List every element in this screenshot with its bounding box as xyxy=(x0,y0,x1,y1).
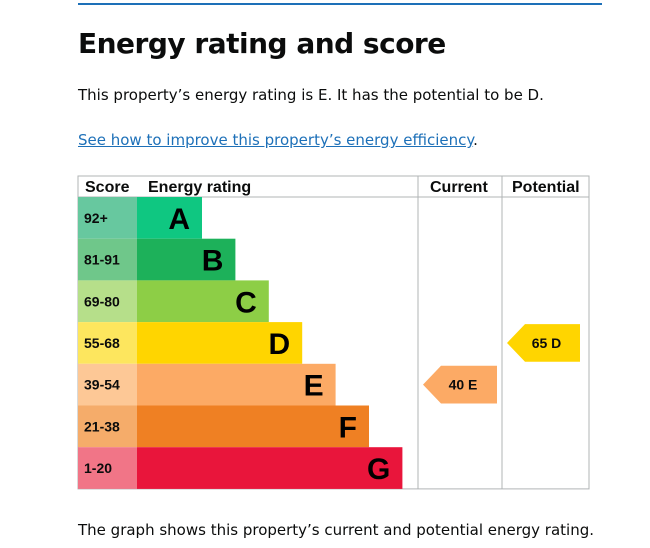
header-energy-rating: Energy rating xyxy=(148,179,251,196)
band-bar-g xyxy=(137,447,403,489)
score-label-d: 55-68 xyxy=(84,335,120,351)
score-cell-a xyxy=(78,197,137,239)
chart-caption: The graph shows this property’s current … xyxy=(78,521,594,539)
link-suffix: . xyxy=(473,131,478,149)
score-cell-e xyxy=(78,363,137,406)
page-title: Energy rating and score xyxy=(78,27,446,60)
band-bar-c xyxy=(137,280,269,323)
score-label-c: 69-80 xyxy=(84,293,120,309)
improve-paragraph: See how to improve this property’s energ… xyxy=(78,131,478,149)
score-cell-d xyxy=(78,322,137,364)
band-letter-b: B xyxy=(202,245,224,278)
band-bar-a xyxy=(137,197,202,239)
potential-rating-arrow xyxy=(507,324,580,362)
band-bar-f xyxy=(137,405,369,448)
band-letter-f: F xyxy=(339,411,357,444)
header-potential: Potential xyxy=(512,179,580,196)
score-cell-g xyxy=(78,447,137,489)
score-label-b: 81-91 xyxy=(84,252,120,268)
band-letter-c: C xyxy=(235,286,257,319)
band-bar-d xyxy=(137,322,303,364)
current-rating-arrow-label: 40 E xyxy=(449,377,478,393)
band-bar-e xyxy=(137,363,336,406)
potential-rating-arrow-label: 65 D xyxy=(532,335,562,351)
header-current: Current xyxy=(430,179,488,196)
top-rule xyxy=(78,3,602,5)
band-letter-d: D xyxy=(269,328,291,361)
score-label-e: 39-54 xyxy=(84,377,120,393)
score-label-a: 92+ xyxy=(84,210,108,226)
score-cell-b xyxy=(78,238,137,281)
score-cell-c xyxy=(78,280,137,323)
header-score: Score xyxy=(85,179,130,196)
current-rating-arrow xyxy=(423,365,497,404)
score-cell-f xyxy=(78,405,137,448)
improve-efficiency-link[interactable]: See how to improve this property’s energ… xyxy=(78,131,474,149)
band-letter-a: A xyxy=(168,203,190,236)
score-label-f: 21-38 xyxy=(84,418,120,434)
score-label-g: 1-20 xyxy=(84,460,112,476)
band-bar-b xyxy=(137,238,236,281)
band-letter-g: G xyxy=(367,453,390,486)
rating-summary: This property’s energy rating is E. It h… xyxy=(78,86,544,104)
band-letter-e: E xyxy=(304,370,324,403)
